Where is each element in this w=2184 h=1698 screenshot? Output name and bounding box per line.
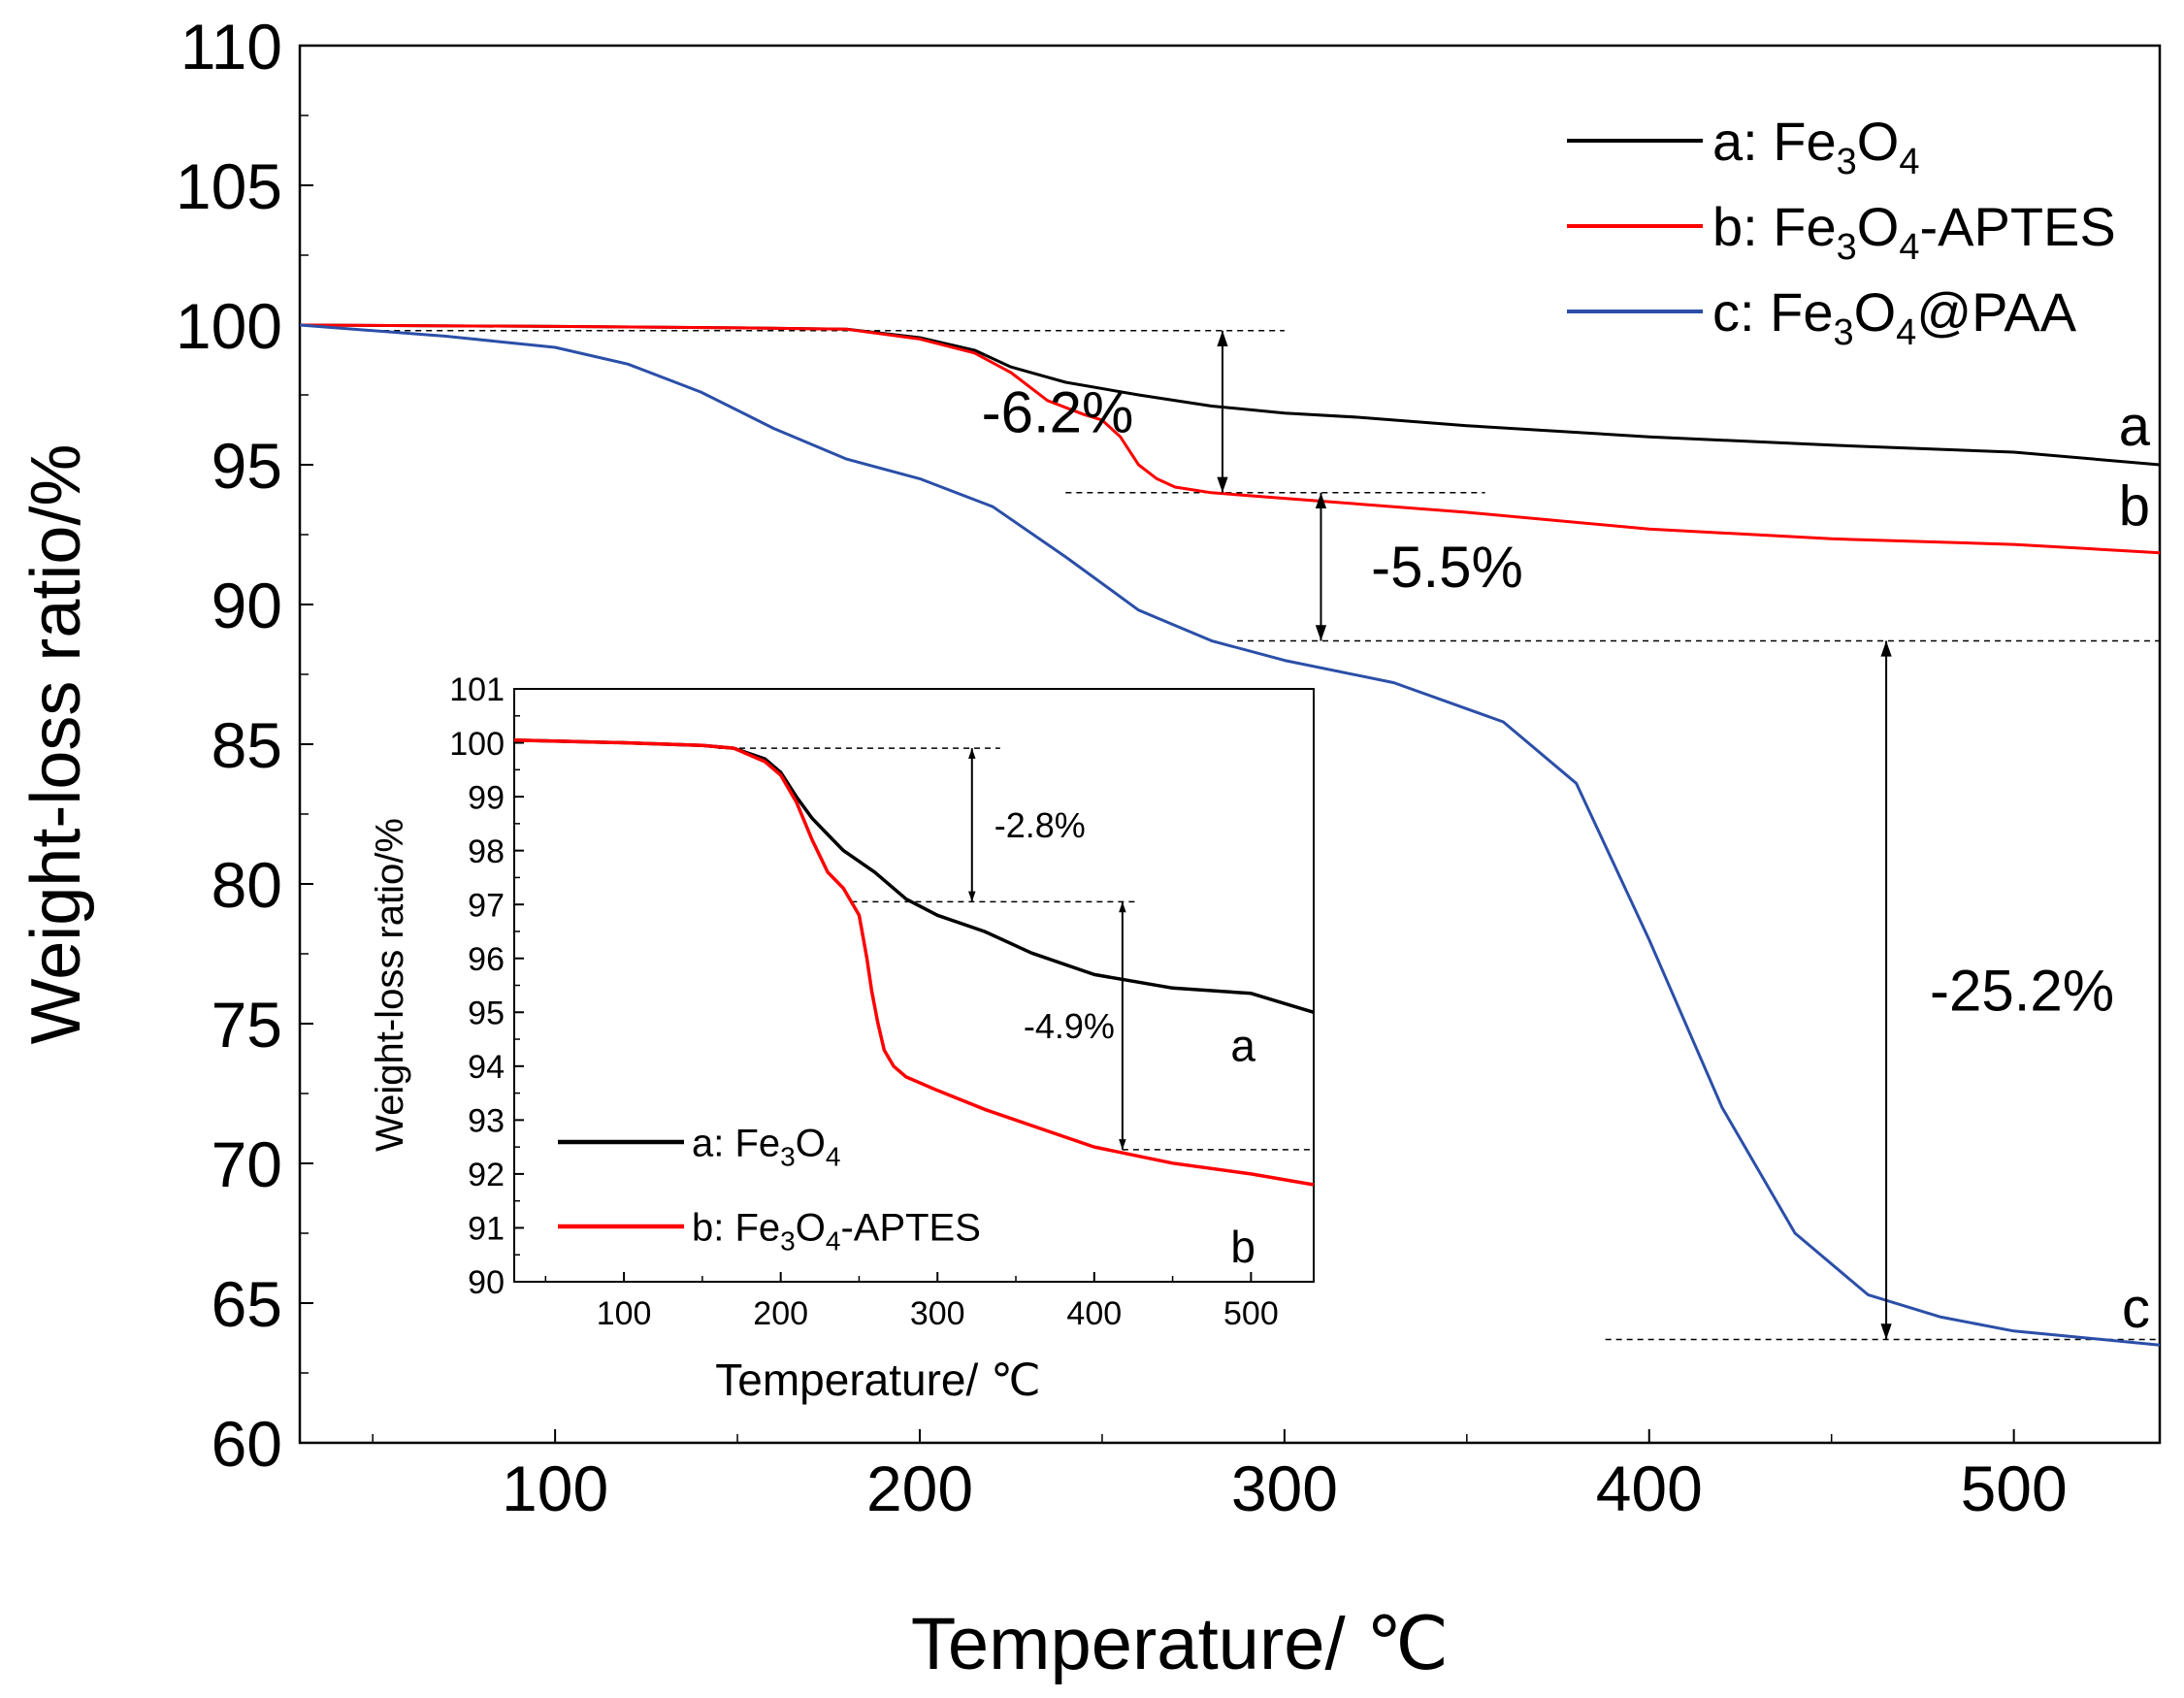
annotation-label: -2.8% [994,805,1086,845]
annotation-arrowhead-down [968,891,976,902]
x-tick-label: 500 [1961,1453,2068,1524]
y-tick-label: 70 [212,1128,282,1200]
y-tick-label: 91 [468,1211,505,1248]
y-tick-label: 95 [468,996,505,1032]
y-tick-label: 99 [468,779,505,816]
inset-x-axis-label: Temperature/ ℃ [715,1355,1040,1405]
annotation-label: -4.9% [1024,1006,1115,1046]
series-end-label-a: a [2119,395,2151,458]
annotation-arrowhead-down [1880,1323,1892,1340]
main-annotations: -6.2% -5.5% -25.2% [982,330,2114,1340]
main-y-axis-label: Weight-loss ratio/% [17,444,95,1045]
x-tick-label: 300 [1231,1453,1338,1524]
y-tick-label: 96 [468,941,505,978]
inset-y-axis-label: Weight-loss ratio/% [369,818,411,1152]
annotation-label: -25.2% [1930,958,2114,1023]
annotation-label: -5.5% [1371,535,1523,600]
x-tick-label: 400 [1066,1295,1122,1332]
main-ticks: 100 200 300 400 500 60 65 70 75 80 85 90 95 100 105 110 [176,11,2068,1524]
x-tick-label: 500 [1223,1295,1279,1332]
main-series-lines [299,323,2161,1347]
x-tick-label: 300 [910,1295,965,1332]
y-tick-label: 101 [449,671,505,708]
series-end-label-b: b [2119,475,2150,539]
y-tick-label: 97 [468,887,505,924]
series-line-c [299,323,2161,1347]
inset-reference-lines [718,747,1314,1151]
y-tick-label: 92 [468,1157,505,1193]
inset-end-labels: ab [1230,1020,1255,1272]
inset-legend: a: Fe3O4 b: Fe3O4-APTES [558,1122,981,1256]
legend-label-c: c: Fe3O4@PAA [1712,281,2077,353]
y-tick-label: 93 [468,1103,505,1140]
y-tick-label: 75 [212,989,282,1061]
annotation-arrowhead-down [1315,625,1327,641]
annotation-arrowhead-down [1217,476,1228,493]
y-tick-label: 100 [449,726,505,763]
y-tick-label: 90 [468,1264,505,1301]
y-tick-label: 105 [176,150,282,222]
main-legend: a: Fe3O4 b: Fe3O4-APTES c: Fe3O4@PAA [1567,111,2116,353]
x-tick-label: 100 [597,1295,652,1332]
y-tick-label: 98 [468,833,505,870]
series-line-a [299,323,2161,467]
inset-background [514,689,1314,1282]
y-tick-label: 100 [176,290,282,362]
y-tick-label: 94 [468,1049,505,1086]
legend-label-b: b: Fe3O4-APTES [1712,196,2116,268]
y-tick-label: 90 [212,570,282,641]
inset-plot: 100 200 300 400 500 90 91 92 93 94 95 96 97 98 99 100 10… [369,671,1315,1405]
legend-label-a: a: Fe3O4 [1712,111,1919,182]
y-tick-label: 80 [212,849,282,921]
series-end-label-c: c [2122,1277,2150,1340]
annotation-arrowhead-up [968,748,976,759]
annotation-arrowhead-up [1119,901,1126,913]
main-plot: 100 200 300 400 500 60 65 70 75 80 85 90 95 100 105 110… [17,11,2162,1685]
legend-label-b: b: Fe3O4-APTES [692,1206,981,1256]
y-tick-label: 60 [212,1408,282,1480]
inset-series-lines [513,738,1315,1187]
main-reference-lines [373,330,2160,1341]
main-end-labels: ab c [2119,395,2151,1340]
y-tick-label: 65 [212,1268,282,1340]
main-x-axis-label: Temperature/ ℃ [911,1603,1449,1685]
annotation-arrowhead-up [1315,492,1327,508]
y-tick-label: 85 [212,709,282,781]
y-tick-label: 95 [212,430,282,502]
legend-label-a: a: Fe3O4 [692,1122,840,1171]
annotation-label: -6.2% [982,379,1134,444]
inset-annotations: -2.8% -4.9% [968,748,1126,1150]
series-line-b [513,738,1315,1187]
series-end-label-a: a [1230,1020,1255,1070]
x-tick-label: 100 [502,1453,608,1524]
series-end-label-b: b [1230,1222,1255,1272]
annotation-arrowhead-up [1217,330,1228,346]
x-tick-label: 200 [753,1295,808,1332]
x-tick-label: 200 [866,1453,973,1524]
x-tick-label: 400 [1596,1453,1703,1524]
series-line-b [299,323,2161,555]
annotation-arrowhead-up [1880,640,1892,657]
annotation-arrowhead-down [1119,1139,1126,1150]
inset-ticks: 100 200 300 400 500 90 91 92 93 94 95 96 97 98 99 100 10… [449,671,1278,1332]
y-tick-label: 110 [180,11,282,82]
